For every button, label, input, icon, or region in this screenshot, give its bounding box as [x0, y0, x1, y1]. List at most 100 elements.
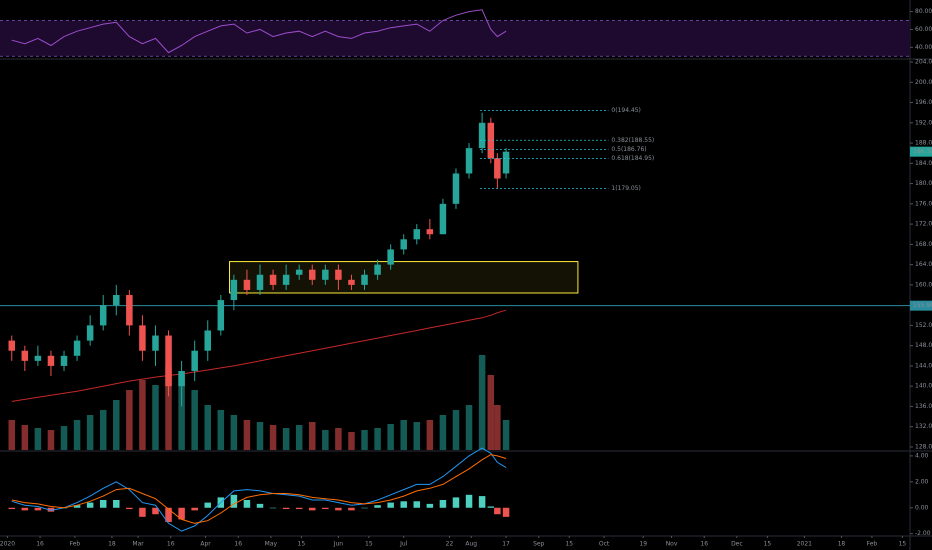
candle-body — [487, 122, 495, 159]
candle-body — [191, 350, 198, 371]
candle-body — [47, 355, 55, 366]
volume-bar — [295, 425, 303, 450]
candle-body — [73, 340, 81, 356]
y-tick-label: -2.00 — [915, 530, 931, 537]
macd-histogram-bar — [178, 507, 185, 520]
x-tick-label: 19 — [639, 541, 647, 548]
volume-bar — [335, 428, 342, 450]
candle-body — [322, 269, 329, 280]
candle-body — [374, 264, 381, 275]
macd-histogram-bar — [439, 499, 447, 508]
macd-histogram-bar — [478, 496, 486, 508]
volume-bar — [322, 430, 329, 450]
candle-body — [243, 279, 251, 290]
macd-histogram-bar — [139, 507, 146, 517]
candle-body — [282, 274, 290, 285]
y-tick-label: 80.00 — [915, 8, 932, 15]
x-tick-label: 15 — [764, 541, 772, 548]
y-tick-label: 172.00 — [915, 221, 932, 228]
macd-histogram-bar — [152, 507, 159, 515]
volume-bar — [47, 430, 55, 450]
x-tick-label: 15 — [899, 541, 907, 548]
fib-label: 0.382(188.55) — [611, 137, 654, 144]
volume-bar — [8, 420, 16, 450]
x-tick-label: 15 — [565, 541, 573, 548]
macd-histogram-bar — [282, 507, 290, 510]
candle-body — [400, 239, 407, 250]
candle-body — [478, 122, 486, 149]
x-tick-label: 18 — [838, 541, 846, 548]
x-tick-label: 16 — [36, 541, 44, 548]
volume-bar — [230, 415, 238, 450]
candle-body — [126, 295, 133, 326]
macd-histogram-bar — [269, 507, 277, 509]
volume-bar — [494, 405, 501, 450]
candle-body — [309, 269, 316, 280]
x-tick-label: Nov — [666, 541, 678, 548]
macd-histogram-bar — [243, 499, 251, 508]
candle-body — [335, 269, 342, 280]
candle-body — [86, 325, 94, 341]
volume-bar — [465, 405, 473, 450]
volume-bar — [413, 422, 421, 450]
y-tick-label: 40.00 — [915, 44, 932, 51]
volume-bar — [478, 355, 486, 450]
candle-body — [21, 350, 29, 361]
volume-bar — [348, 432, 355, 450]
y-tick-label: 2.00 — [915, 478, 929, 485]
x-tick-label: 2020 — [0, 541, 15, 548]
last-price-label: 186.30 — [913, 148, 932, 155]
macd-histogram-bar — [465, 494, 473, 508]
y-tick-label: 168.00 — [915, 241, 932, 248]
x-tick-label: Feb — [867, 541, 878, 548]
y-tick-label: 188.00 — [915, 140, 932, 147]
volume-bar — [152, 385, 159, 450]
candle-body — [494, 158, 501, 179]
candle-body — [426, 229, 434, 235]
y-tick-label: 184.00 — [915, 160, 932, 167]
volume-bar — [34, 428, 42, 450]
y-tick-label: 60.00 — [915, 26, 932, 33]
candle-body — [361, 274, 368, 285]
y-tick-label: 180.00 — [915, 180, 932, 187]
macd-histogram-bar — [335, 507, 342, 511]
volume-bar — [309, 422, 316, 450]
candle-body — [269, 274, 277, 285]
y-tick-label: 152.00 — [915, 322, 932, 329]
candle-body — [204, 330, 211, 351]
volume-bar — [165, 365, 172, 450]
candle-body — [8, 340, 16, 351]
volume-bar — [487, 375, 495, 450]
signal-line — [11, 454, 507, 524]
candle-body — [230, 279, 238, 301]
volume-bar — [374, 428, 381, 450]
x-tick-label: Sep — [533, 541, 545, 548]
macd-histogram-bar — [47, 507, 55, 512]
x-tick-label: 16 — [167, 541, 175, 548]
macd-histogram-bar — [502, 507, 510, 517]
x-tick-label: 16 — [700, 541, 708, 548]
macd-histogram-bar — [387, 502, 394, 508]
candle-body — [413, 229, 421, 240]
volume-bar — [86, 415, 94, 450]
volume-bar — [217, 410, 225, 450]
y-tick-label: 176.00 — [915, 200, 932, 207]
volume-bar — [269, 425, 277, 450]
candle-body — [295, 269, 303, 275]
y-tick-label: 132.00 — [915, 423, 932, 430]
macd-histogram-bar — [73, 505, 81, 508]
y-tick-label: 128.00 — [915, 443, 932, 450]
y-tick-label: 4.00 — [915, 452, 929, 459]
macd-histogram-bar — [8, 507, 16, 510]
candle-body — [348, 279, 355, 285]
candle-body — [439, 203, 447, 235]
x-tick-label: 2021 — [797, 541, 812, 548]
x-tick-label: 18 — [108, 541, 116, 548]
x-tick-label: Aug — [465, 541, 477, 548]
fib-label: 1(179.05) — [611, 185, 641, 192]
x-tick-label: Feb — [70, 541, 81, 548]
volume-bar — [439, 415, 447, 450]
candle-body — [256, 274, 264, 290]
volume-bar — [113, 400, 120, 450]
volume-bar — [400, 420, 407, 450]
